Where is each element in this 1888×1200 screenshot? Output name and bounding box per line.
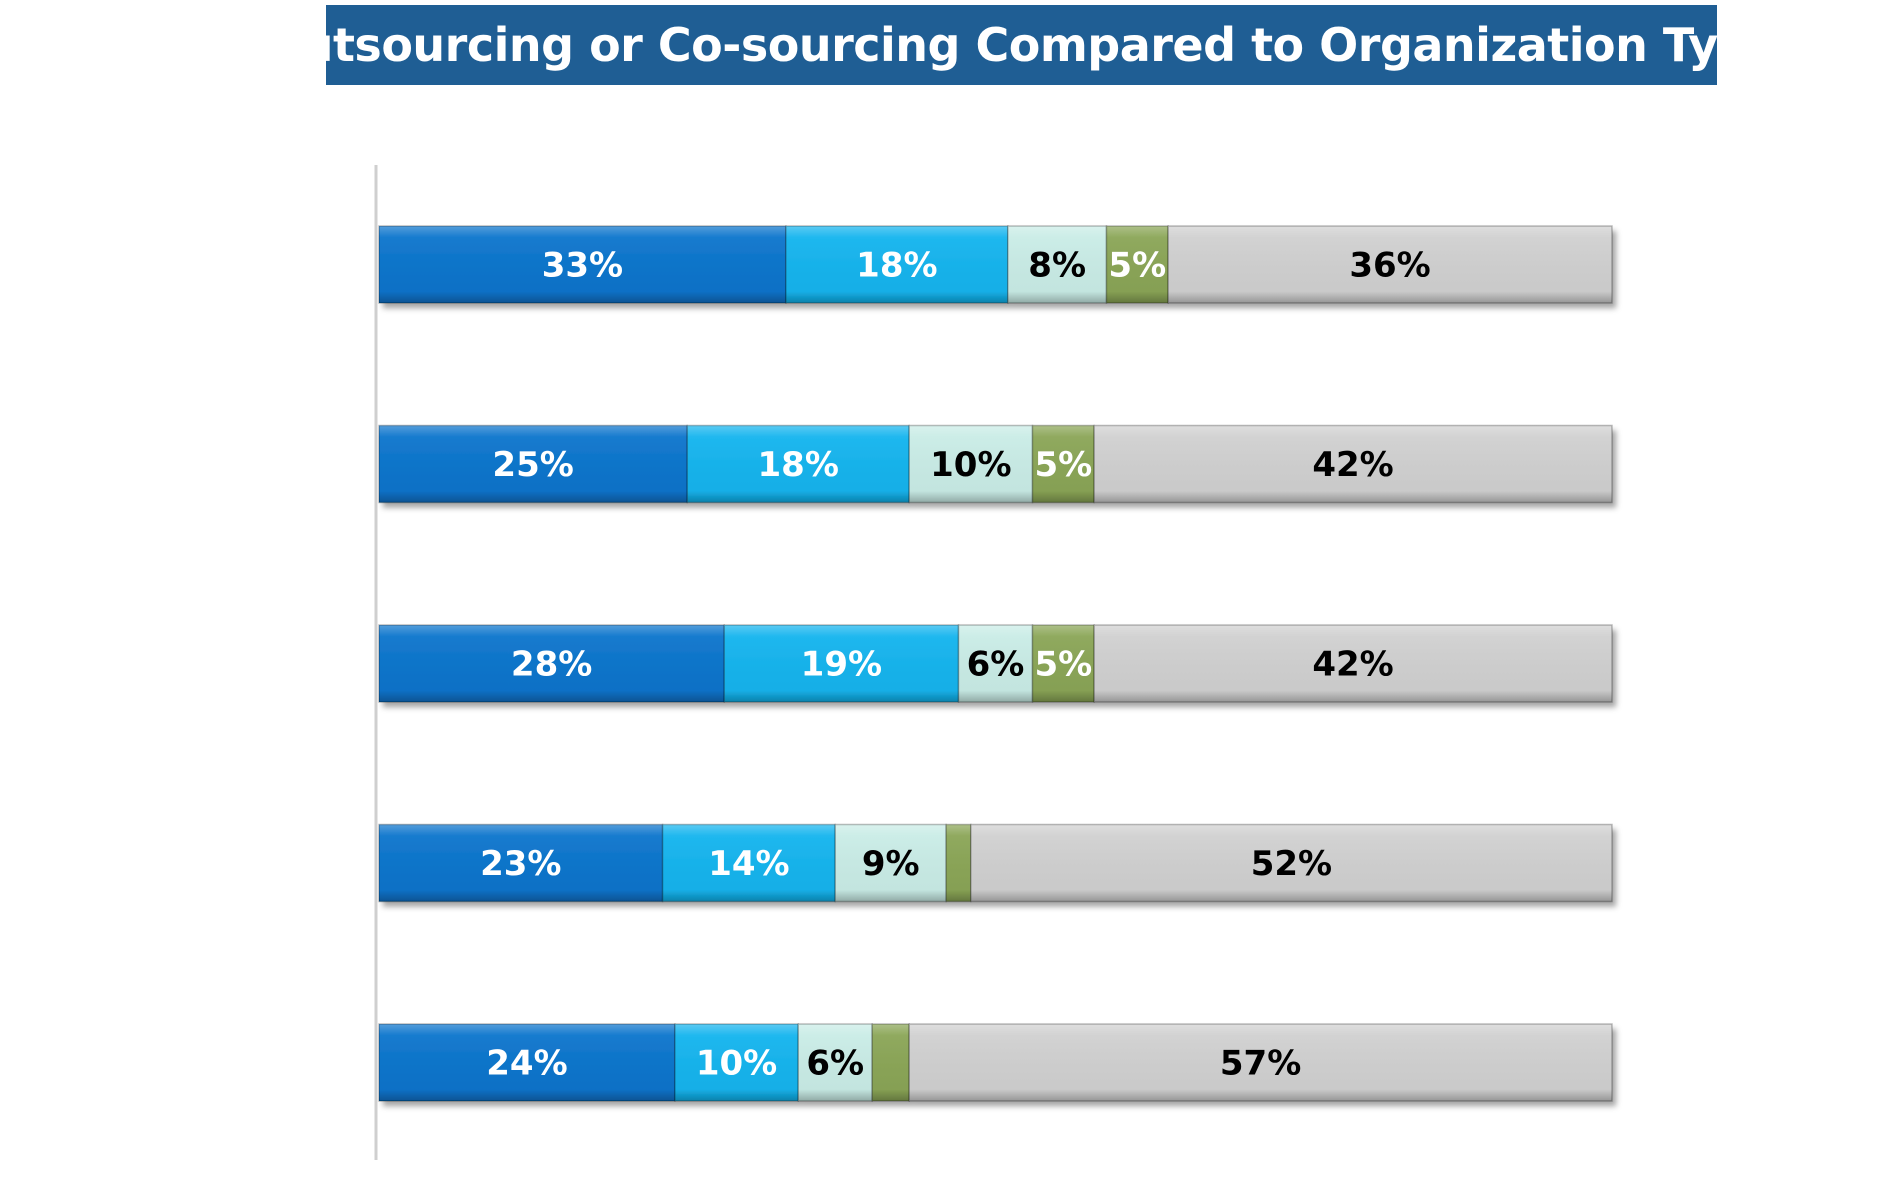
data-label-3-4: 5% (1034, 645, 1092, 685)
data-label-4-3: 9% (862, 844, 920, 884)
bar-row-2 (378, 424, 1613, 504)
data-label-2-3: 10% (930, 445, 1011, 485)
bar-segment-bevel-4-2 (661, 823, 836, 903)
bar-segment-bevel-4-3 (834, 823, 947, 903)
data-label-5-2: 10% (696, 1044, 777, 1084)
data-label-2-1: 25% (492, 445, 573, 485)
bar-segment-bevel-2-1 (378, 424, 688, 504)
data-label-5-1: 24% (486, 1044, 567, 1084)
bar-segment-bevel-1-4 (1105, 225, 1169, 304)
bar-row-5 (378, 1023, 1613, 1102)
bar-segment-bevel-5-1 (378, 1023, 676, 1102)
bar-segment-bevel-2-2 (686, 424, 910, 504)
chart-title: Outsourcing or Co-sourcing Compared to O… (262, 18, 1781, 72)
chart-title-banner: Outsourcing or Co-sourcing Compared to O… (262, 5, 1781, 85)
bar-segment-bevel-2-4 (1031, 424, 1095, 504)
bar-segment-bevel-1-3 (1007, 225, 1108, 304)
data-label-3-2: 19% (801, 645, 882, 685)
bar-segment-bevel-5-4 (871, 1023, 910, 1102)
data-label-3-5: 42% (1312, 645, 1393, 685)
bar-segment-bevel-1-5 (1167, 225, 1613, 304)
bar-segment-bevel-4-4 (945, 823, 972, 903)
data-label-5-5: 57% (1220, 1044, 1301, 1084)
bar-row-4 (378, 823, 1613, 903)
data-label-2-2: 18% (758, 445, 839, 485)
bar-segment-bevel-3-1 (378, 624, 725, 703)
bar-segment-bevel-4-5 (970, 823, 1613, 903)
data-label-1-2: 18% (856, 246, 937, 286)
data-label-5-3: 6% (806, 1044, 864, 1084)
bar-row-3 (378, 624, 1613, 703)
bar-segment-bevel-5-3 (797, 1023, 873, 1102)
data-label-1-3: 8% (1028, 246, 1086, 286)
bar-segment-bevel-1-2 (785, 225, 1009, 304)
data-label-1-5: 36% (1349, 246, 1430, 286)
data-label-1-4: 5% (1108, 246, 1166, 286)
bar-segment-bevel-2-5 (1093, 424, 1613, 504)
data-label-2-4: 5% (1034, 445, 1092, 485)
bar-segment-bevel-5-5 (908, 1023, 1613, 1102)
data-label-4-5: 52% (1251, 844, 1332, 884)
bars-group: 33% 18% 8% 5% 36%25% 18% 10% 5% 42%28% 19% 6% 5% 42%… (378, 225, 1613, 1102)
bar-row-1 (378, 225, 1613, 304)
data-label-3-3: 6% (967, 645, 1025, 685)
bar-segment-bevel-3-5 (1093, 624, 1613, 703)
bar-segment-bevel-3-3 (957, 624, 1034, 703)
data-label-3-1: 28% (511, 645, 592, 685)
bar-segment-bevel-3-2 (723, 624, 960, 703)
data-label-4-1: 23% (480, 844, 561, 884)
data-label-2-5: 42% (1312, 445, 1393, 485)
data-label-1-1: 33% (542, 246, 623, 286)
data-label-4-2: 14% (708, 844, 789, 884)
